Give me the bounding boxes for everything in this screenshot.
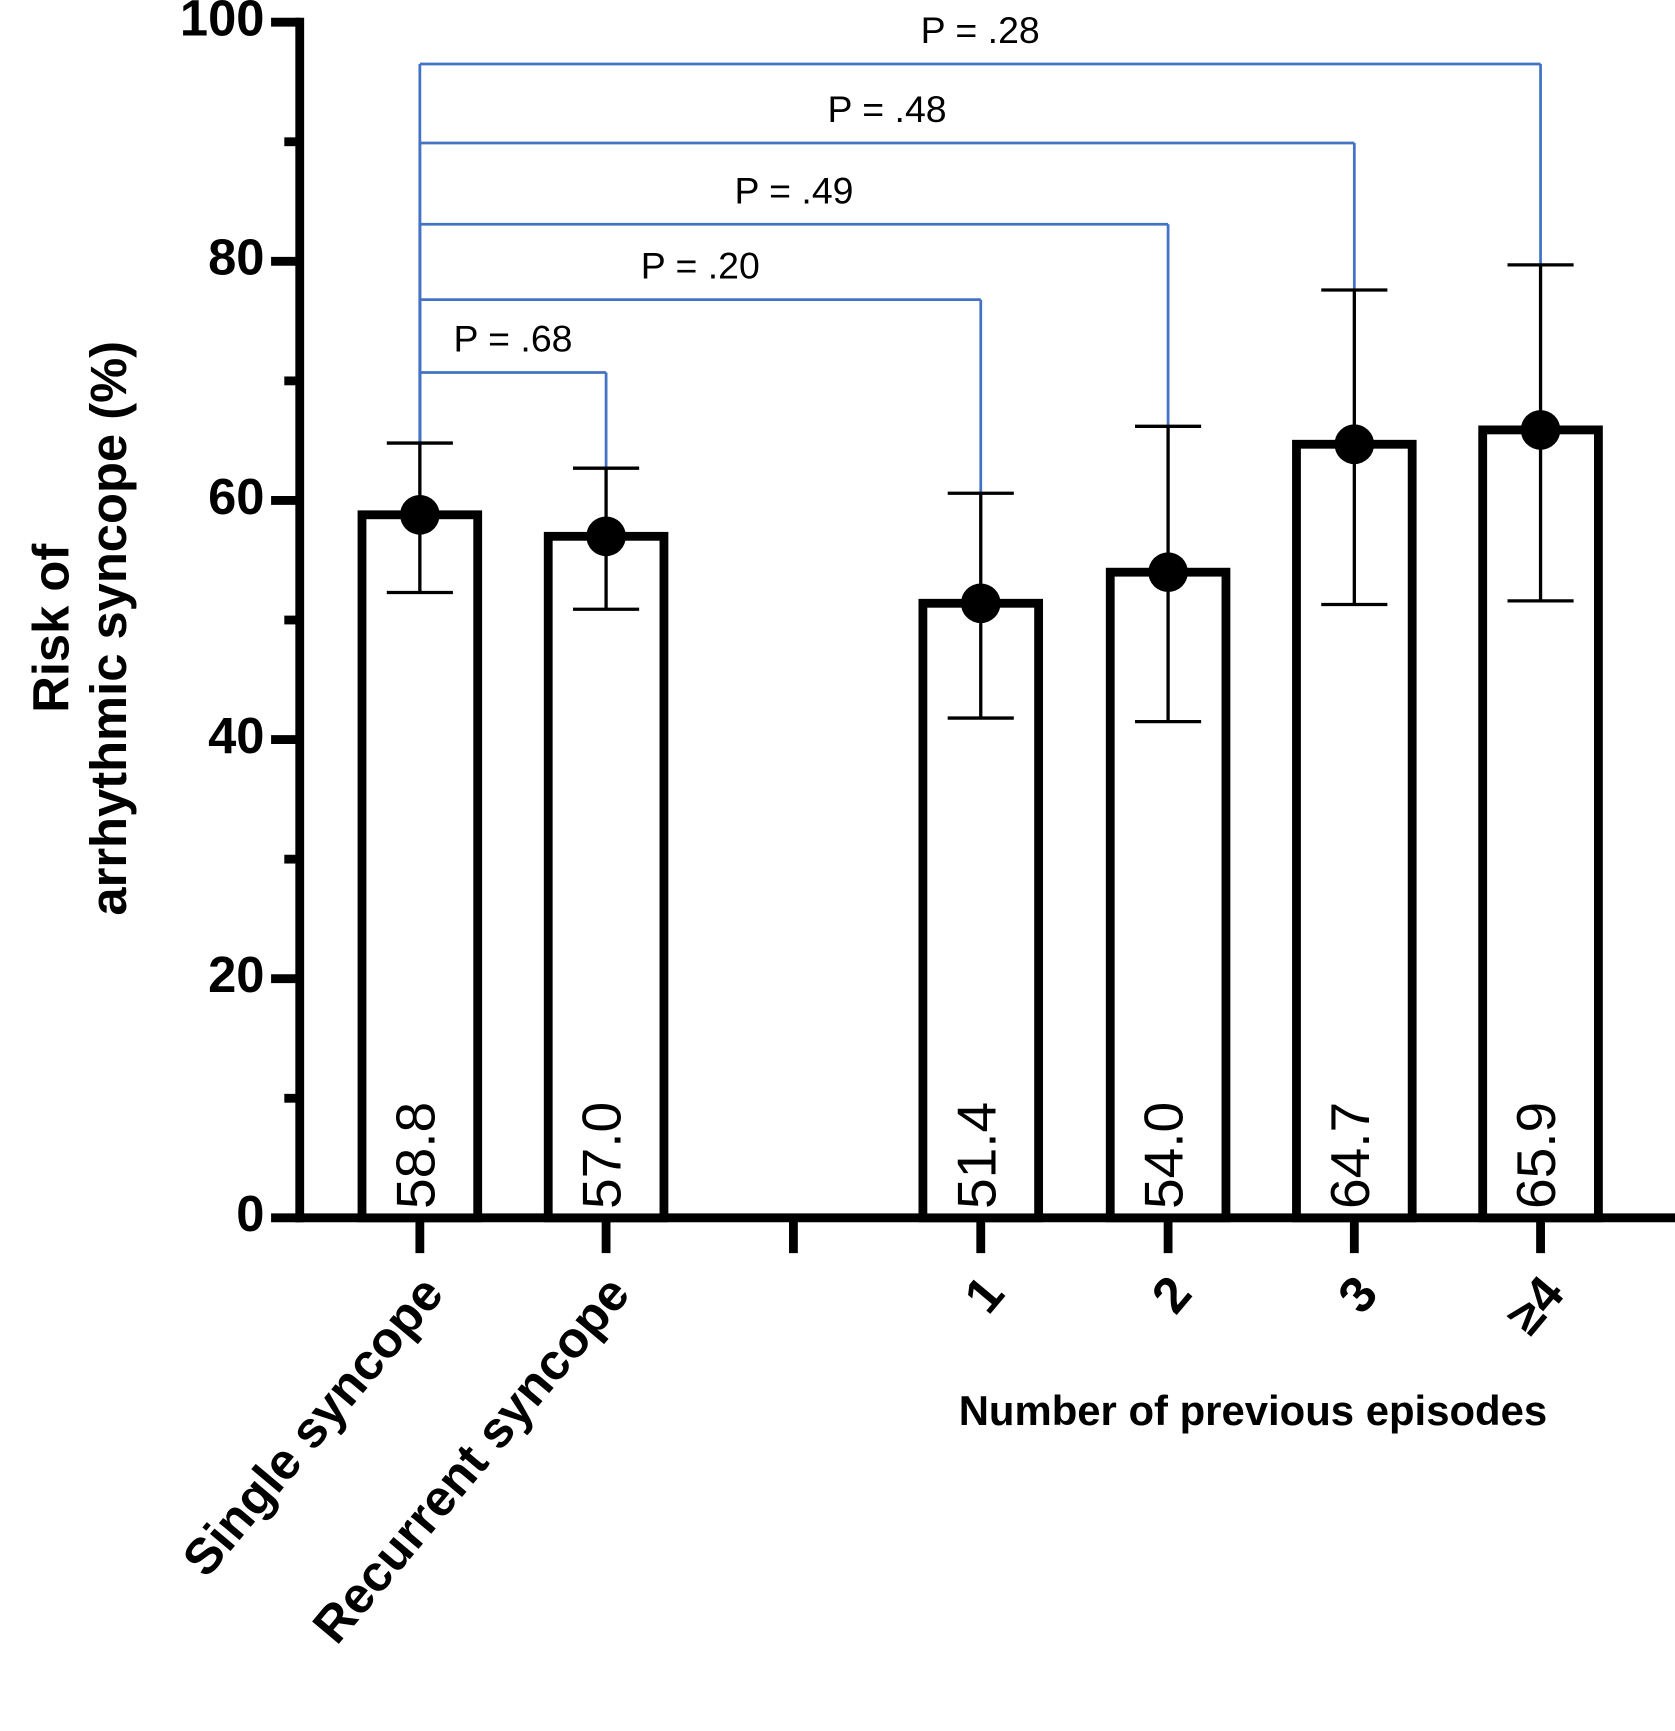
- y-label: Risk of arrhythmic syncope (%): [22, 341, 136, 916]
- p-value: P = .28: [921, 9, 1040, 51]
- y-tick-label: 0: [236, 1185, 264, 1242]
- point: [1334, 424, 1375, 465]
- y-tick-label: 40: [208, 707, 264, 764]
- value-label: 64.7: [1319, 1102, 1381, 1209]
- value-label: 65.9: [1505, 1102, 1567, 1209]
- value-label: 57.0: [571, 1102, 633, 1209]
- y-label-line: arrhythmic syncope (%): [80, 341, 137, 916]
- y-tick-label: 80: [208, 229, 264, 286]
- x-tick-label: 2: [1140, 1265, 1202, 1323]
- x-label: Number of previous episodes: [959, 1387, 1547, 1434]
- point: [1520, 410, 1561, 450]
- x-tick-label: 1: [953, 1265, 1015, 1323]
- x-tick-label: ≥4: [1495, 1265, 1575, 1345]
- point: [586, 516, 626, 557]
- bar: [543, 531, 669, 1223]
- point: [1148, 552, 1188, 593]
- point: [960, 583, 1001, 624]
- y-tick-label: 100: [180, 0, 265, 47]
- value-label: 58.8: [384, 1102, 446, 1209]
- value-label: 51.4: [945, 1102, 1007, 1209]
- p-value: P = .49: [734, 169, 853, 211]
- p-value: P = .20: [641, 245, 760, 287]
- bar: [357, 510, 483, 1223]
- y-tick-label: 60: [208, 468, 264, 525]
- x-tick-label: Recurrent syncope: [301, 1265, 640, 1653]
- x-tick-label: 3: [1327, 1265, 1389, 1323]
- point: [400, 494, 440, 535]
- bar: [1478, 425, 1603, 1223]
- p-value: P = .68: [453, 318, 572, 360]
- y-tick-label: 20: [208, 946, 264, 1003]
- y-label-line: Risk of: [22, 544, 79, 713]
- value-label: 54.0: [1133, 1102, 1195, 1209]
- p-value: P = .48: [828, 88, 947, 130]
